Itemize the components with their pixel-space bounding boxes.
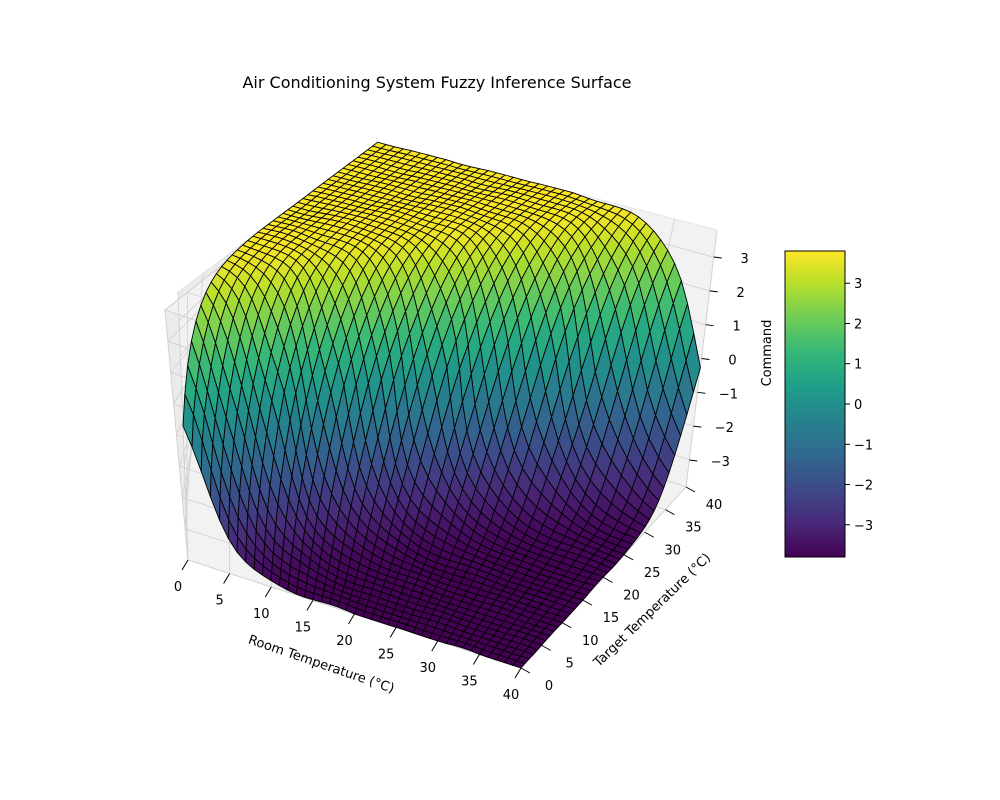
y-tick-mark: [623, 554, 634, 561]
x-tick-mark: [431, 640, 439, 652]
y-tick-label: 10: [582, 634, 599, 649]
colorbar-tick-label: −3: [854, 519, 873, 534]
x-tick-mark: [348, 613, 355, 625]
y-tick-label: 20: [623, 589, 640, 604]
z-tick-label: 2: [737, 286, 745, 301]
colorbar-gradient: [784, 250, 846, 558]
y-tick-label: 35: [685, 521, 702, 536]
x-tick-label: 25: [378, 648, 395, 663]
x-tick-label: 0: [174, 580, 182, 595]
z-tick-mark: [693, 425, 702, 428]
chart-title: Air Conditioning System Fuzzy Inference …: [242, 73, 631, 92]
colorbar-tick-label: −2: [854, 479, 873, 494]
x-tick-label: 10: [253, 607, 270, 622]
x-tick-label: 5: [215, 594, 223, 609]
z-tick-label: −1: [719, 387, 738, 402]
z-tick-label: 1: [732, 320, 740, 335]
colorbar-tick-label: 0: [854, 398, 862, 413]
x-tick-label: 35: [461, 675, 478, 690]
x-tick-label: 40: [503, 688, 520, 703]
z-axis: −3 −2 −1 0 1 2 3: [689, 252, 749, 470]
z-axis-label: Command: [760, 320, 775, 387]
y-tick-label: 5: [565, 656, 573, 671]
x-tick-mark: [389, 627, 397, 638]
z-tick-label: −3: [711, 455, 730, 470]
y-tick-mark: [582, 599, 593, 606]
colorbar: −3 −2 −1 0 1 2 3: [784, 250, 873, 558]
x-axis: 0 5 10 15 20 25 30 35 40: [174, 559, 522, 703]
x-tick-mark: [181, 559, 189, 571]
x-tick-label: 30: [420, 661, 437, 676]
y-tick-mark: [562, 622, 572, 629]
y-tick-mark: [520, 667, 531, 674]
x-tick-mark: [223, 573, 231, 584]
x-tick-label: 15: [295, 621, 312, 636]
x-tick-mark: [472, 654, 480, 665]
colorbar-tick-label: 1: [854, 358, 862, 373]
y-tick-mark: [541, 644, 551, 651]
surface-cell: [512, 660, 526, 669]
z-tick-label: −2: [715, 421, 734, 436]
y-tick-mark: [685, 486, 696, 493]
y-tick-mark: [644, 531, 654, 538]
colorbar-tick-label: 3: [854, 277, 862, 292]
x-axis-label: Room Temperature (°C): [246, 633, 396, 697]
z-tick-mark: [709, 290, 718, 293]
y-tick-label: 40: [706, 498, 723, 513]
x-tick-mark: [514, 667, 522, 679]
y-tick-label: 25: [644, 566, 661, 581]
z-tick-mark: [705, 324, 714, 327]
y-tick-label: 30: [665, 543, 682, 558]
z-tick-mark: [697, 391, 706, 394]
z-tick-mark: [701, 358, 710, 360]
y-tick-label: 0: [545, 679, 553, 694]
x-tick-label: 20: [336, 634, 353, 649]
y-tick-mark: [665, 509, 675, 516]
colorbar-tick-label: 2: [854, 318, 862, 333]
y-tick-label: 15: [603, 611, 620, 626]
x-tick-mark: [306, 600, 314, 611]
z-tick-label: 0: [728, 354, 736, 369]
colorbar-tick-label: −1: [854, 438, 873, 453]
z-tick-mark: [713, 256, 722, 259]
z-tick-mark: [689, 459, 698, 462]
x-tick-mark: [264, 586, 272, 598]
y-tick-mark: [603, 577, 613, 583]
surface-plot: [182, 141, 701, 669]
z-tick-label: 3: [741, 252, 749, 267]
